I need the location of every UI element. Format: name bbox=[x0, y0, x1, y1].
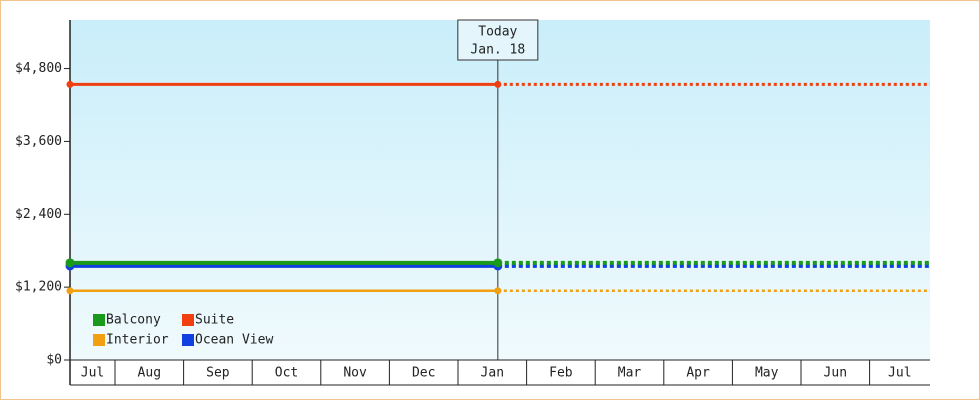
point bbox=[66, 287, 74, 295]
x-tick-label: Jun bbox=[824, 366, 847, 381]
x-tick-label: Jan bbox=[481, 366, 504, 381]
y-tick-label: $1,200 bbox=[15, 280, 62, 295]
point bbox=[66, 80, 74, 88]
legend-swatch bbox=[182, 314, 194, 326]
x-tick-label: May bbox=[755, 366, 779, 381]
y-tick-label: $4,800 bbox=[15, 61, 62, 76]
point bbox=[493, 258, 503, 268]
plot-area bbox=[70, 20, 930, 360]
x-tick-label: Sep bbox=[206, 366, 230, 381]
legend-swatch bbox=[182, 334, 194, 346]
x-tick-label: Jul bbox=[81, 366, 104, 381]
x-tick-label: Aug bbox=[138, 366, 161, 381]
point bbox=[494, 287, 502, 295]
x-tick-label: Oct bbox=[275, 366, 298, 381]
today-box bbox=[457, 19, 539, 61]
y-tick-label: $3,600 bbox=[15, 134, 62, 149]
x-tick-label: Dec bbox=[412, 366, 435, 381]
point bbox=[65, 258, 75, 268]
today-label: Today bbox=[478, 25, 517, 40]
x-tick-label: Mar bbox=[618, 366, 642, 381]
legend-label: Interior bbox=[106, 333, 169, 348]
y-tick-label: $0 bbox=[46, 353, 62, 368]
x-tick-label: Feb bbox=[549, 366, 573, 381]
legend-label: Suite bbox=[195, 313, 234, 328]
legend-label: Balcony bbox=[106, 313, 161, 328]
legend-label: Ocean View bbox=[195, 333, 273, 348]
x-tick-label: Jul bbox=[888, 366, 911, 381]
x-tick-label: Nov bbox=[343, 366, 367, 381]
legend-swatch bbox=[93, 334, 105, 346]
legend-swatch bbox=[93, 314, 105, 326]
x-tick-label: Apr bbox=[686, 366, 710, 381]
y-tick-label: $2,400 bbox=[15, 207, 62, 222]
point bbox=[494, 80, 502, 88]
today-date: Jan. 18 bbox=[470, 43, 525, 58]
